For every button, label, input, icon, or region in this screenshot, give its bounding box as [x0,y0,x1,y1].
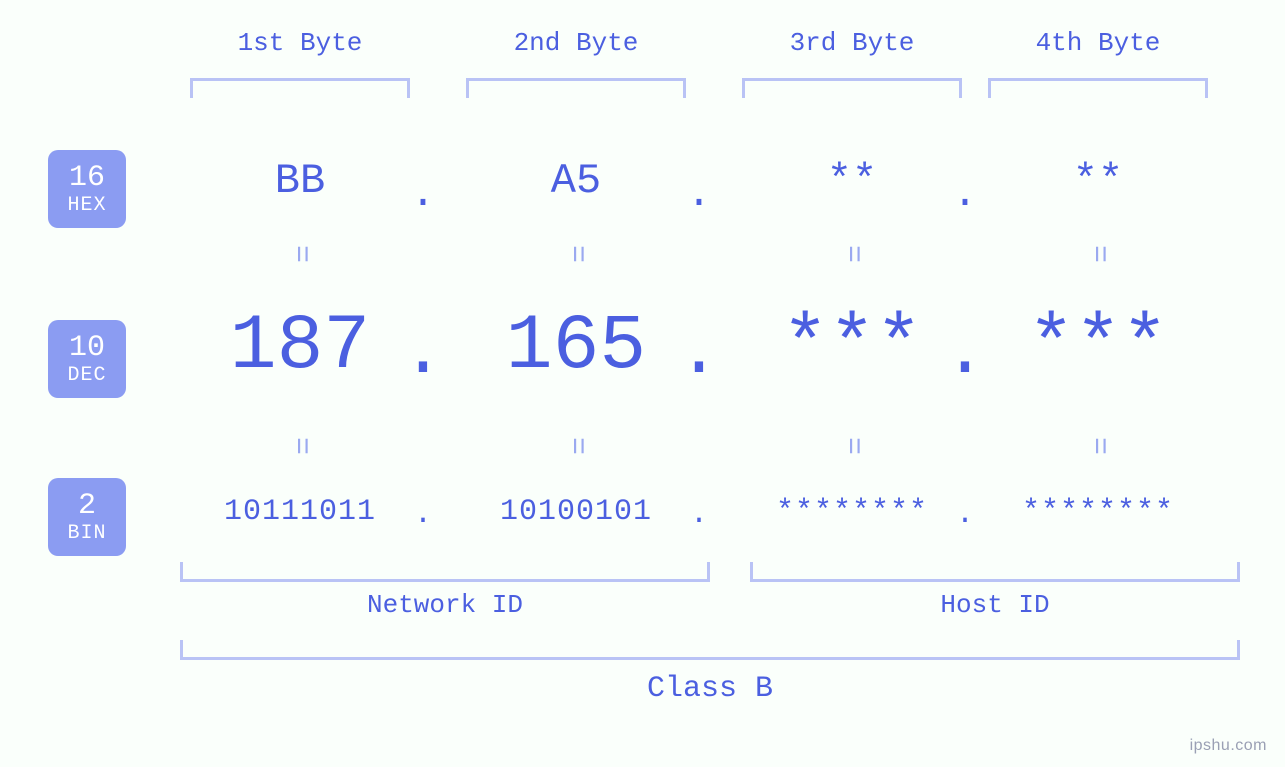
host-id-bracket [750,562,1240,582]
dec-byte-2: 165 [446,303,706,391]
hex-byte-3: ** [752,157,952,205]
host-id-label: Host ID [750,590,1240,620]
bin-byte-2: 10100101 [456,495,696,529]
hex-dot-3: . [945,170,985,218]
watermark: ipshu.com [1190,737,1267,755]
hex-byte-2: A5 [476,157,676,205]
hex-byte-4: ** [998,157,1198,205]
badge-hex-txt: HEX [48,195,126,217]
eq-h-2: = [559,234,593,274]
network-id-label: Network ID [180,590,710,620]
badge-bin-num: 2 [48,490,126,523]
hex-byte-1: BB [200,157,400,205]
hex-dot-2: . [679,170,719,218]
badge-bin: 2 BIN [48,478,126,556]
bin-byte-4: ******** [978,495,1218,529]
class-bracket [180,640,1240,660]
byte-bracket-4 [988,78,1208,98]
dec-dot-3: . [940,312,990,394]
badge-hex: 16 HEX [48,150,126,228]
badge-hex-num: 16 [48,162,126,195]
byte-header-1: 1st Byte [170,28,430,58]
byte-bracket-2 [466,78,686,98]
eq-d-4: = [1081,426,1115,466]
dec-dot-1: . [398,312,448,394]
eq-d-2: = [559,426,593,466]
network-id-bracket [180,562,710,582]
eq-h-3: = [835,234,869,274]
eq-h-1: = [283,234,317,274]
badge-dec: 10 DEC [48,320,126,398]
bin-byte-1: 10111011 [180,495,420,529]
bin-dot-1: . [408,498,438,532]
dec-byte-1: 187 [170,303,430,391]
dec-dot-2: . [674,312,724,394]
byte-bracket-3 [742,78,962,98]
badge-dec-num: 10 [48,332,126,365]
class-label: Class B [180,672,1240,706]
bin-dot-3: . [950,498,980,532]
dec-byte-4: *** [968,303,1228,391]
ip-diagram: 1st Byte 2nd Byte 3rd Byte 4th Byte 16 H… [0,0,1285,767]
badge-dec-txt: DEC [48,365,126,387]
hex-dot-1: . [403,170,443,218]
eq-h-4: = [1081,234,1115,274]
eq-d-3: = [835,426,869,466]
eq-d-1: = [283,426,317,466]
bin-dot-2: . [684,498,714,532]
byte-bracket-1 [190,78,410,98]
bin-byte-3: ******** [732,495,972,529]
badge-bin-txt: BIN [48,523,126,545]
byte-header-3: 3rd Byte [722,28,982,58]
byte-header-4: 4th Byte [968,28,1228,58]
byte-header-2: 2nd Byte [446,28,706,58]
